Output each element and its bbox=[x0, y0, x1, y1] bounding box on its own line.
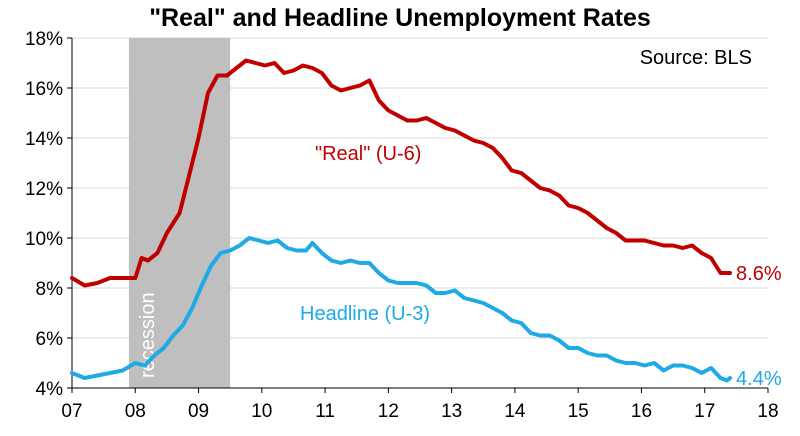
y-tick-label: 8% bbox=[36, 279, 64, 300]
series-label-u3: Headline (U-3) bbox=[300, 303, 430, 325]
x-tick-label: 15 bbox=[568, 401, 589, 422]
y-tick-label: 12% bbox=[25, 179, 63, 200]
series-line-u3 bbox=[70, 236, 732, 383]
x-tick-label: 08 bbox=[125, 401, 146, 422]
x-tick-label: 17 bbox=[694, 401, 715, 422]
y-tick-label: 16% bbox=[25, 79, 63, 100]
axes: 4% 6% 8% 10% 12% 14% 16% 18% 07 08 09 10 11 12 13 14 15 1… bbox=[25, 29, 779, 422]
x-tick-label: 16 bbox=[631, 401, 652, 422]
x-tick-label: 13 bbox=[441, 401, 462, 422]
annotations: 8.6% 4.4% "Real" (U-6) Headline (U-3) Source… bbox=[300, 47, 782, 390]
y-tick-label: 6% bbox=[36, 329, 64, 350]
x-tick-label: 07 bbox=[61, 401, 82, 422]
chart-title: "Real" and Headline Unemployment Rates bbox=[149, 4, 651, 32]
x-tick-label: 14 bbox=[504, 401, 526, 422]
series-line-u6 bbox=[70, 58, 732, 288]
x-tick-label: 11 bbox=[315, 401, 335, 422]
end-label-u6: 8.6% bbox=[736, 263, 782, 285]
x-tick-label: 10 bbox=[251, 401, 272, 422]
x-tick-label: 18 bbox=[757, 401, 778, 422]
y-tick-label: 4% bbox=[36, 379, 64, 400]
x-tick-label: 09 bbox=[188, 401, 209, 422]
series-label-u6: "Real" (U-6) bbox=[315, 143, 421, 165]
x-tick-label: 12 bbox=[378, 401, 399, 422]
y-tick-label: 10% bbox=[25, 229, 63, 250]
y-tick-label: 18% bbox=[25, 29, 63, 50]
series-lines bbox=[70, 58, 732, 383]
y-tick-label: 14% bbox=[25, 129, 63, 150]
source-note: Source: BLS bbox=[640, 47, 752, 69]
end-label-u3: 4.4% bbox=[736, 368, 782, 390]
